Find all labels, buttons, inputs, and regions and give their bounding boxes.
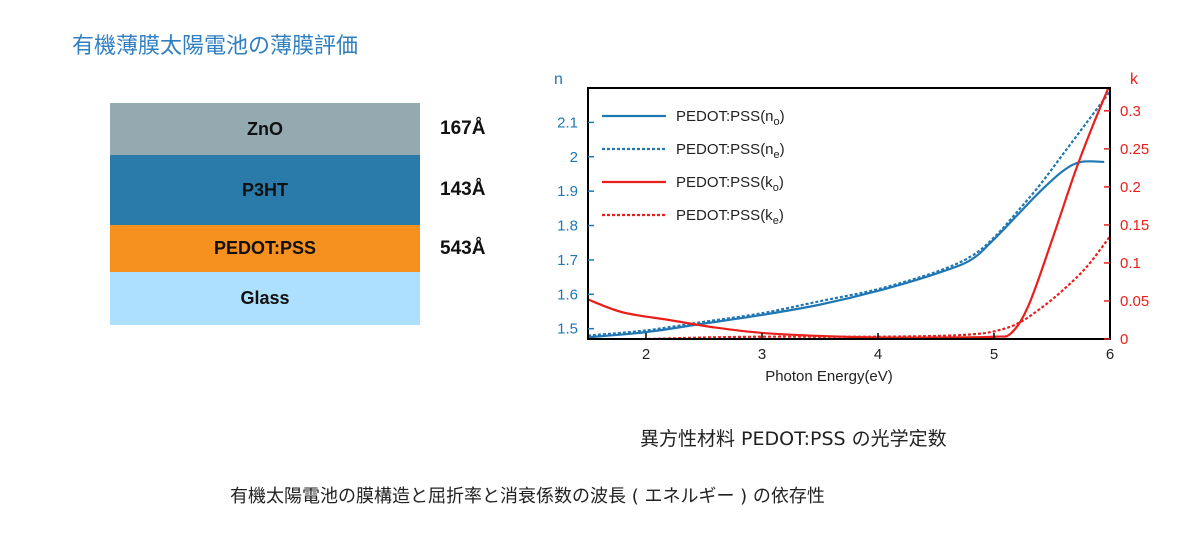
layer-glass-label: Glass <box>240 288 290 308</box>
legend-label-0: PEDOT:PSS(no) <box>676 108 785 128</box>
optical-constants-chart: n k Photon Energy(eV) 2 3 4 5 6 1.5 1.6 1.7 1.8 1… <box>554 71 1149 385</box>
plot-frame <box>587 87 1111 340</box>
layer-p3ht-thickness: 143Å <box>440 179 486 200</box>
series-line-2 <box>588 88 1110 339</box>
y-tick-label-left: 1.7 <box>557 252 578 269</box>
layer-glass: Glass <box>110 272 420 325</box>
y-tick-label-right: 0.05 <box>1120 293 1149 310</box>
y-tick-label-left: 1.9 <box>557 183 578 200</box>
layer-pedot-thickness: 543Å <box>440 237 486 259</box>
layer-zno: ZnO 167Å <box>110 103 485 155</box>
y-axis-label-left: n <box>554 71 563 88</box>
series-line-0 <box>588 160 1105 339</box>
layer-pedot-label: PEDOT:PSS <box>213 238 317 258</box>
y-tick-label-right: 0.3 <box>1120 103 1141 120</box>
y-tick-label-left: 2 <box>570 149 578 166</box>
page-title: 有機薄膜太陽電池の薄膜評価 <box>72 34 359 59</box>
plot-area <box>588 88 1110 339</box>
x-tick-label: 4 <box>874 346 882 363</box>
legend-label-1: PEDOT:PSS(ne) <box>676 141 785 161</box>
layer-zno-thickness: 167Å <box>440 118 486 139</box>
x-tick-label: 3 <box>758 346 766 363</box>
series-line-3 <box>588 235 1110 339</box>
layer-pedot: PEDOT:PSS 543Å <box>110 225 485 272</box>
y-tick-label-right: 0 <box>1120 331 1128 348</box>
y-tick-label-right: 0.25 <box>1120 141 1149 158</box>
layer-p3ht-label: P3HT <box>241 179 288 200</box>
layer-stack: ZnO 167Å P3HT 143Å PEDOT:PSS 543Å Glass <box>110 103 485 325</box>
y-tick-label-left: 1.5 <box>557 321 578 338</box>
legend-label-2: PEDOT:PSS(ko) <box>676 174 784 194</box>
y-tick-label-right: 0.1 <box>1120 255 1141 272</box>
chart-caption: 異方性材料 PEDOT:PSS の光学定数 <box>640 428 947 450</box>
x-tick-label: 5 <box>990 346 998 363</box>
bottom-caption: 有機太陽電池の膜構造と屈折率と消衰係数の波長 ( エネルギー ) の依存性 <box>230 486 825 507</box>
y-tick-label-right: 0.15 <box>1120 217 1149 234</box>
y-tick-label-right: 0.2 <box>1120 179 1141 196</box>
y-tick-label-left: 1.6 <box>557 286 578 303</box>
y-tick-label-left: 1.8 <box>557 218 578 235</box>
layer-p3ht: P3HT 143Å <box>110 155 485 225</box>
x-axis-label: Photon Energy(eV) <box>765 368 893 385</box>
x-tick-label: 6 <box>1106 346 1114 363</box>
legend-label-3: PEDOT:PSS(ke) <box>676 207 784 227</box>
y-axis-label-right: k <box>1130 71 1139 88</box>
series-line-1 <box>588 90 1110 337</box>
x-tick-label: 2 <box>642 346 650 363</box>
y-tick-label-left: 2.1 <box>557 114 578 131</box>
layer-zno-label: ZnO <box>247 118 283 139</box>
